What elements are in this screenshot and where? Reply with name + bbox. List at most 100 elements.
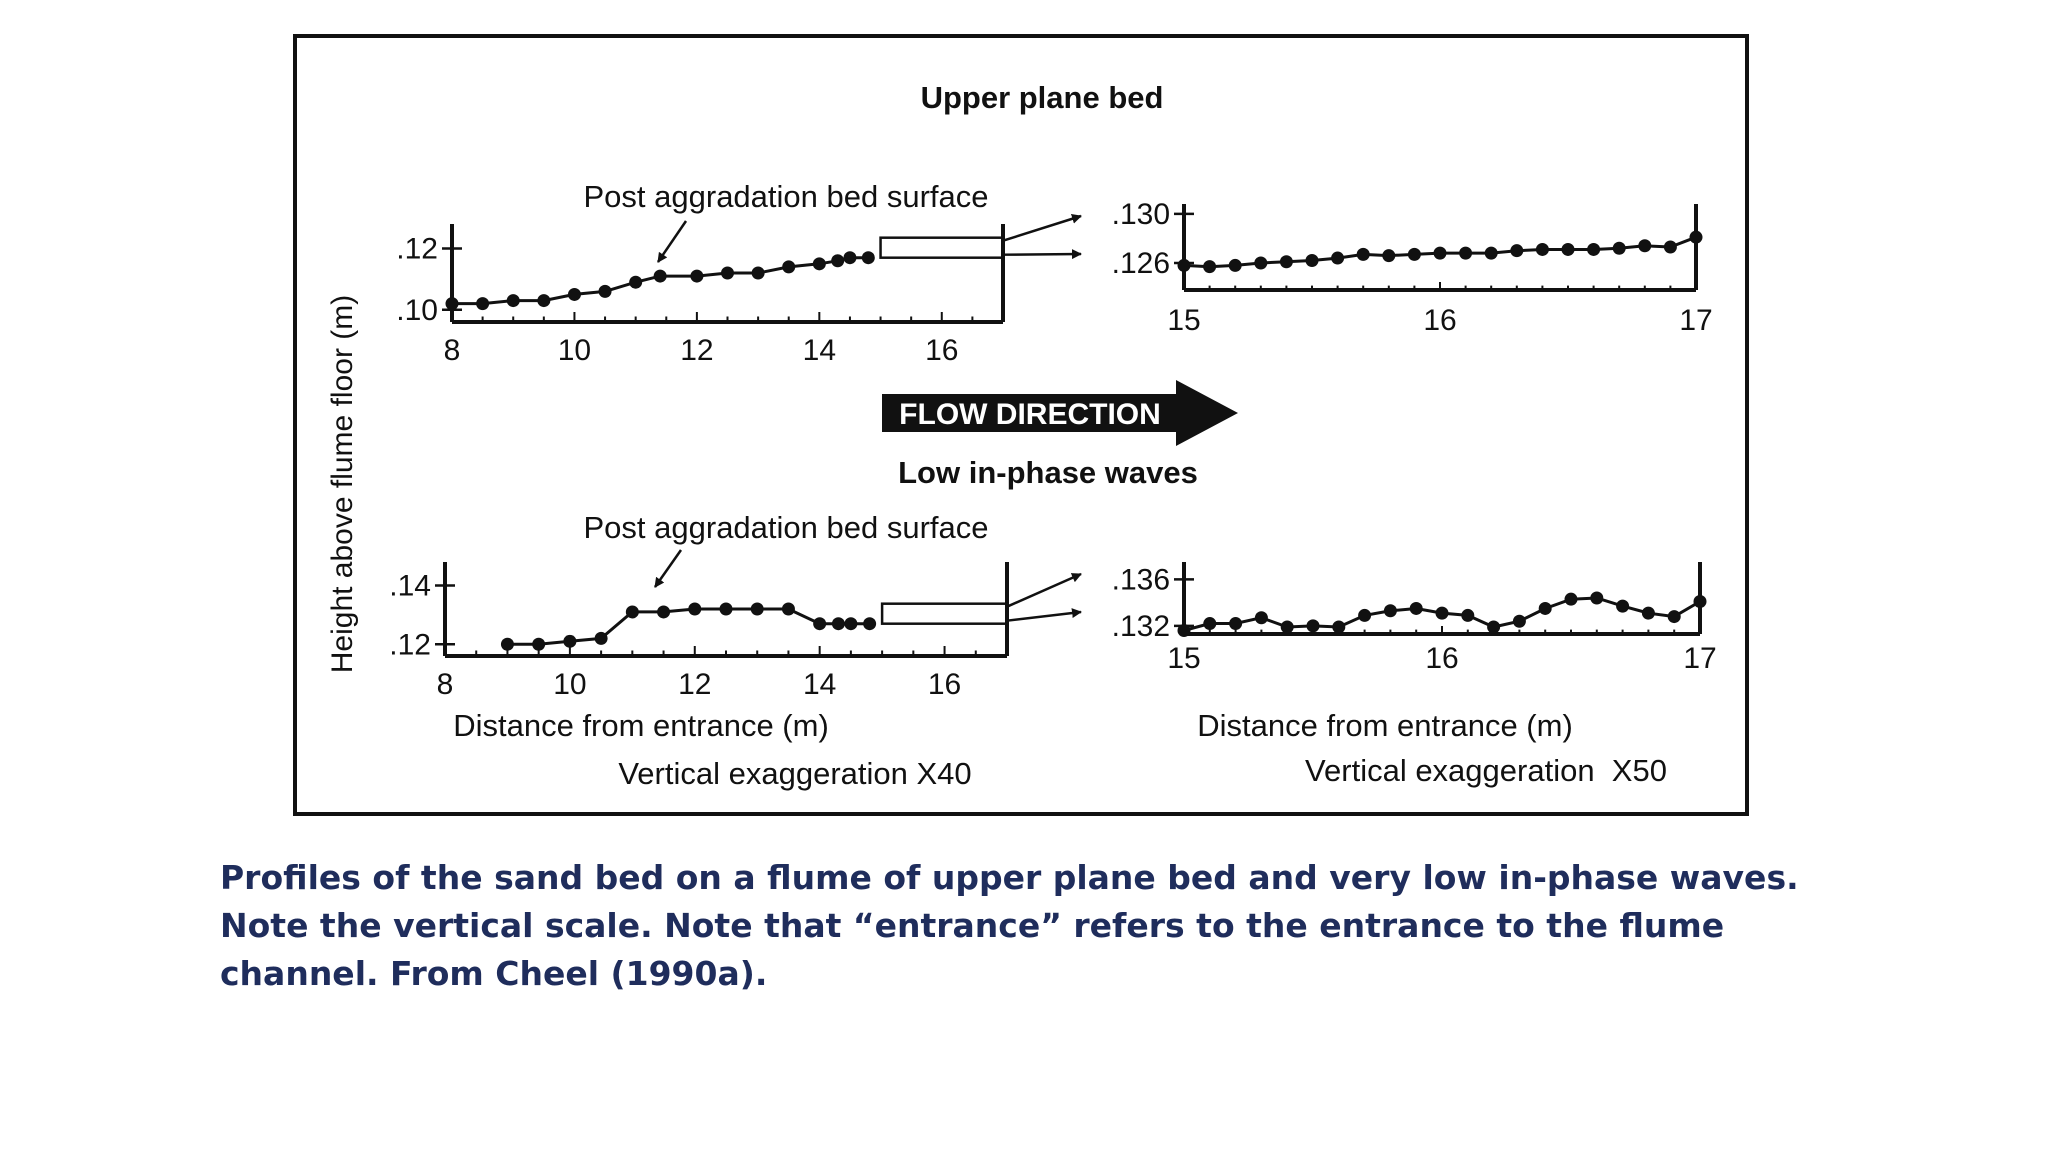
profile-point	[1616, 599, 1630, 613]
x-tick-label: 17	[1683, 642, 1716, 675]
profile-point	[1484, 246, 1498, 260]
profile-point	[598, 284, 612, 298]
profile-point	[813, 617, 827, 631]
profile-point	[1254, 611, 1268, 625]
profile-point	[1435, 606, 1449, 620]
profile-point	[861, 251, 875, 265]
profile-point	[445, 297, 459, 311]
profile-point	[1280, 620, 1294, 634]
profile-point	[1487, 620, 1501, 634]
flow-direction-label: FLOW DIRECTION	[899, 398, 1161, 431]
lower-full-profile: 8 10 12 14 16 .14 .12	[389, 562, 1009, 701]
profile-line	[452, 256, 869, 306]
x-tick-label: 16	[928, 668, 961, 701]
connector-arrow-top	[1002, 213, 1082, 242]
upper-annotation: Post aggradation bed surface	[584, 179, 989, 214]
profile-point	[1459, 246, 1473, 260]
profile-point	[1254, 256, 1268, 270]
profile-point	[500, 637, 514, 651]
profile-point	[812, 257, 826, 271]
profile-point	[1535, 242, 1549, 256]
x-tick-label: 14	[803, 334, 836, 367]
profile-point	[1332, 620, 1346, 634]
profile-point	[476, 297, 490, 311]
x-tick-label: 12	[680, 334, 713, 367]
x-tick-label: 15	[1167, 642, 1200, 675]
profile-point	[1667, 610, 1681, 624]
exaggeration-note-right: Vertical exaggeration X50	[1305, 753, 1667, 788]
profile-point	[690, 269, 704, 283]
profile-point	[719, 602, 733, 616]
profile-point	[1279, 255, 1293, 269]
lower-title: Low in-phase waves	[898, 455, 1198, 490]
x-tick-label: 15	[1167, 304, 1200, 337]
profile-point	[594, 631, 608, 645]
profile-point	[844, 617, 858, 631]
upper-annotation-pointer	[656, 220, 688, 263]
profile-point	[831, 617, 845, 631]
exaggeration-note-left: Vertical exaggeration X40	[618, 756, 971, 791]
profile-point	[1433, 246, 1447, 260]
profile-point	[831, 254, 845, 268]
upper-full-profile: 8 10 12 14 16 .10 .12	[396, 224, 1005, 367]
figure-caption: Profiles of the sand bed on a flume of u…	[220, 858, 1799, 993]
x-tick-label: 8	[437, 668, 454, 701]
profile-point	[688, 602, 702, 616]
x-tick-label: 10	[553, 668, 586, 701]
y-axis-label: Height above flume floor (m)	[326, 295, 359, 674]
x-tick-label: 16	[1423, 304, 1456, 337]
y-tick-label: .12	[396, 233, 438, 266]
x-tick-label: 12	[678, 668, 711, 701]
profile-point	[750, 602, 764, 616]
y-tick-label: .136	[1112, 563, 1170, 596]
profile-point	[863, 617, 877, 631]
profile-point	[1638, 239, 1652, 253]
profile-point	[1407, 247, 1421, 261]
profile-point	[1510, 244, 1524, 258]
lower-right-xlabel: Distance from entrance (m)	[1197, 708, 1573, 743]
upper-detail-profile: 15 16 17 .130 .126	[1112, 198, 1713, 337]
profile-point	[1641, 606, 1655, 620]
profile-point	[537, 294, 551, 308]
profile-point	[1689, 230, 1703, 244]
x-tick-label: 8	[444, 334, 461, 367]
y-tick-label: .14	[389, 570, 431, 603]
profile-point	[1561, 242, 1575, 256]
profile-point	[1229, 617, 1243, 631]
profile-point	[653, 269, 667, 283]
lower-left-xlabel: Distance from entrance (m)	[453, 708, 829, 743]
profile-point	[782, 260, 796, 274]
y-tick-label: .10	[396, 294, 438, 327]
x-tick-label: 16	[925, 334, 958, 367]
detail-connectors	[1002, 213, 1082, 622]
profile-point	[1228, 258, 1242, 272]
detail-box	[879, 236, 1005, 259]
profile-point	[1693, 594, 1707, 608]
profile-point	[1590, 591, 1604, 605]
figure-frame	[293, 34, 1749, 816]
lower-annotation: Post aggradation bed surface	[584, 510, 989, 545]
connector-arrow-bottom	[1002, 249, 1082, 260]
profile-point	[751, 266, 765, 280]
profile-point	[1203, 617, 1217, 631]
profile-point	[1383, 604, 1397, 618]
profile-point	[1538, 601, 1552, 615]
y-tick-label: .130	[1112, 198, 1170, 231]
profile-point	[1409, 601, 1423, 615]
profile-point	[1382, 249, 1396, 263]
profile-point	[1564, 592, 1578, 606]
x-tick-label: 17	[1679, 304, 1712, 337]
profile-point	[657, 605, 671, 619]
upper-title: Upper plane bed	[921, 80, 1164, 115]
profile-point	[1306, 619, 1320, 633]
x-tick-label: 10	[558, 334, 591, 367]
profile-point	[1203, 260, 1217, 274]
profile-point	[1177, 258, 1191, 272]
y-tick-label: .12	[389, 628, 431, 661]
profile-point	[1177, 624, 1191, 638]
profile-point	[1331, 251, 1345, 265]
lower-detail-profile: 15 16 17 .136 .132	[1112, 562, 1717, 675]
flow-direction-arrow	[882, 380, 1238, 446]
profile-point	[625, 605, 639, 619]
